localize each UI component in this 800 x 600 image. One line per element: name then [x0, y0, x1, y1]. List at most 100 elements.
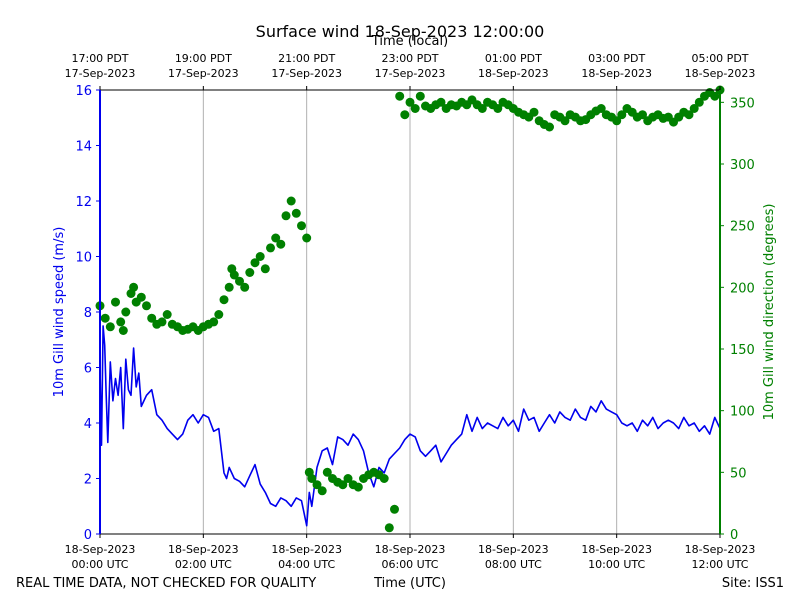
wind-direction-point: [477, 104, 487, 113]
wind-direction-point: [245, 268, 255, 277]
top-x-tick-label-date: 17-Sep-2023: [65, 67, 136, 80]
wind-direction-point: [560, 116, 570, 126]
y-tick-label: 4: [84, 417, 92, 432]
wind-direction-point: [162, 310, 172, 319]
top-x-tick-label-time: 05:00 PDT: [691, 52, 748, 65]
wind-direction-point: [297, 221, 306, 231]
wind-direction-point: [271, 233, 281, 243]
wind-direction-point: [405, 97, 415, 107]
wind-direction-point: [260, 264, 270, 274]
top-x-tick-label-time: 23:00 PDT: [381, 52, 438, 65]
wind-direction-point: [617, 110, 627, 120]
wind-direction-point: [529, 107, 539, 117]
wind-direction-point: [638, 110, 647, 120]
top-x-tick-label-date: 17-Sep-2023: [271, 67, 342, 80]
x-tick-label-time: 12:00 UTC: [691, 558, 748, 571]
wind-direction-point: [322, 467, 332, 477]
x-tick-label-time: 08:00 UTC: [485, 558, 542, 571]
wind-direction-point: [276, 239, 286, 249]
x-tick-label-date: 18-Sep-2023: [375, 543, 446, 556]
x-tick-label-time: 06:00 UTC: [381, 558, 438, 571]
wind-direction-point: [240, 282, 250, 292]
wind-direction-point: [338, 480, 348, 490]
x-tick-label-date: 18-Sep-2023: [65, 543, 136, 556]
wind-direction-point: [111, 297, 120, 307]
wind-direction-point: [157, 317, 167, 327]
y2-tick-label: 50: [730, 466, 747, 481]
wind-direction-point: [415, 91, 425, 101]
x-tick-label-time: 10:00 UTC: [588, 558, 645, 571]
y-tick-label: 14: [75, 140, 92, 155]
x-tick-label-date: 18-Sep-2023: [685, 543, 756, 556]
wind-direction-point: [307, 474, 317, 483]
wind-direction-point: [235, 276, 244, 286]
top-x-tick-label-date: 18-Sep-2023: [478, 67, 549, 80]
y-tick-label: 6: [84, 362, 92, 377]
x-tick-label-time: 04:00 UTC: [278, 558, 335, 571]
wind-direction-point: [384, 523, 394, 533]
wind-direction-series-points: [95, 85, 725, 533]
wind-direction-point: [118, 326, 128, 335]
left-y-axis-ticks: 0 2 4 6 8 10 12 14 16: [75, 84, 100, 543]
wind-direction-point: [343, 474, 353, 483]
y-tick-label: 16: [75, 84, 92, 99]
wind-direction-point: [266, 243, 275, 253]
top-x-tick-label-time: 03:00 PDT: [588, 52, 645, 65]
y-tick-label: 12: [75, 195, 92, 210]
right-y-axis-label: 10m Gill wind direction (degrees): [762, 204, 777, 421]
top-x-tick-label-date: 18-Sep-2023: [685, 67, 756, 80]
wind-direction-point: [116, 317, 126, 327]
wind-direction-point: [219, 295, 229, 305]
wind-direction-point: [353, 482, 363, 492]
wind-direction-point: [410, 104, 420, 113]
x-tick-label-time: 00:00 UTC: [71, 558, 128, 571]
wind-direction-point: [710, 91, 720, 101]
wind-direction-point: [684, 110, 694, 120]
y2-tick-label: 0: [730, 528, 738, 543]
wind-direction-point: [379, 474, 389, 483]
wind-direction-point: [400, 110, 410, 120]
top-x-tick-label-time: 19:00 PDT: [175, 52, 232, 65]
top-x-tick-label-date: 17-Sep-2023: [168, 67, 239, 80]
y-tick-label: 0: [84, 528, 92, 543]
wind-direction-point: [689, 104, 699, 113]
y-tick-label: 2: [84, 473, 92, 488]
x-tick-label-date: 18-Sep-2023: [271, 543, 342, 556]
top-x-tick-label-time: 17:00 PDT: [71, 52, 128, 65]
y2-tick-label: 250: [730, 220, 755, 235]
wind-direction-point: [214, 310, 224, 319]
quality-note: REAL TIME DATA, NOT CHECKED FOR QUALITY: [16, 576, 317, 591]
wind-direction-point: [596, 104, 606, 113]
wind-direction-point: [493, 104, 503, 113]
top-x-tick-label-time: 21:00 PDT: [278, 52, 335, 65]
top-x-tick-label-time: 01:00 PDT: [485, 52, 542, 65]
wind-direction-point: [694, 97, 704, 107]
y2-tick-label: 200: [730, 281, 755, 296]
wind-direction-point: [229, 270, 239, 280]
x-axis-label: Time (UTC): [374, 576, 446, 591]
y-tick-label: 8: [84, 306, 92, 321]
y2-tick-label: 350: [730, 96, 755, 111]
wind-direction-point: [250, 258, 260, 268]
wind-direction-point: [224, 282, 234, 292]
wind-direction-point: [395, 91, 405, 101]
x-tick-label-date: 18-Sep-2023: [168, 543, 239, 556]
wind-direction-point: [317, 486, 327, 496]
y-tick-label: 10: [75, 251, 92, 266]
wind-direction-point: [281, 211, 291, 221]
wind-direction-point: [121, 307, 131, 317]
top-x-tick-label-date: 17-Sep-2023: [375, 67, 446, 80]
wind-direction-point: [545, 122, 554, 132]
wind-direction-point: [209, 317, 219, 327]
wind-direction-point: [286, 196, 296, 206]
wind-direction-point: [100, 313, 110, 323]
left-y-axis-label: 10m Gill wind speed (m/s): [52, 227, 67, 398]
wind-direction-point: [312, 480, 322, 490]
wind-direction-point: [390, 504, 399, 514]
wind-direction-point: [291, 208, 301, 218]
wind-direction-point: [302, 233, 312, 243]
wind-direction-point: [129, 282, 139, 292]
top-x-axis-ticks: 17:00 PDT 17-Sep-2023 19:00 PDT 17-Sep-2023…: [65, 52, 756, 90]
wind-speed-series-line: [99, 325, 721, 527]
